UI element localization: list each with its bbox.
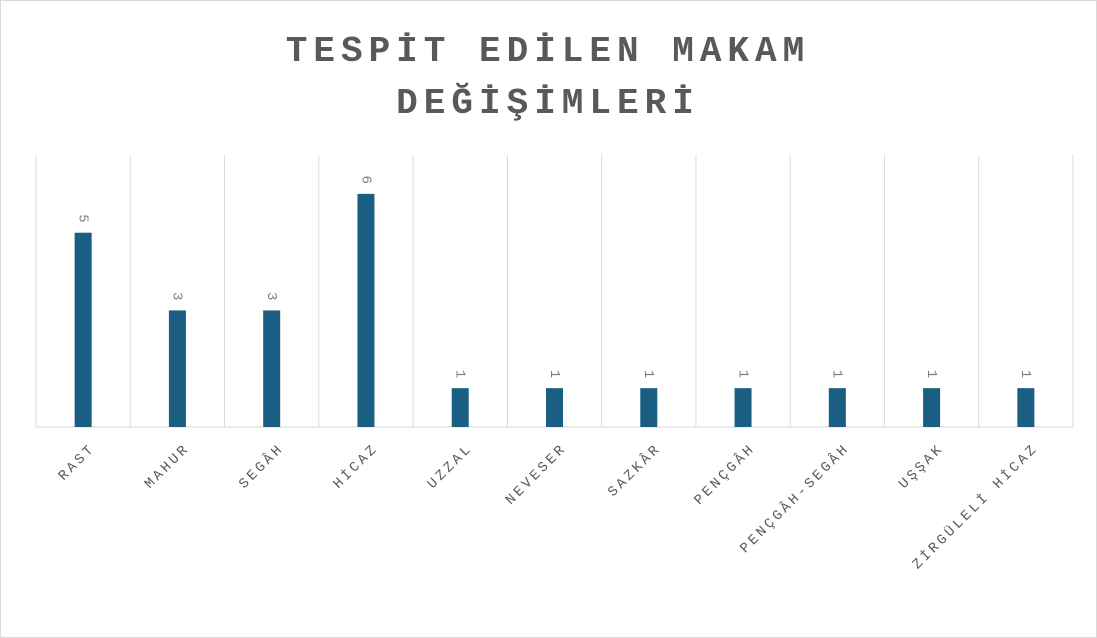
- bar: [640, 388, 658, 427]
- bar: [546, 388, 563, 427]
- data-label: 6: [357, 175, 373, 183]
- chart-title: TESPİT EDİLEN MAKAM DEĞİŞİMLERİ: [285, 31, 811, 124]
- data-label: 5: [74, 214, 90, 222]
- bar: [734, 388, 752, 427]
- x-tick-label: SAZKÂR: [604, 439, 665, 500]
- x-tick-label: UZZAL: [425, 441, 477, 493]
- x-tick-label: MAHUR: [142, 441, 194, 493]
- bar: [168, 310, 186, 427]
- x-tick-label: RAST: [56, 441, 100, 485]
- data-label: 1: [923, 370, 939, 378]
- data-label: 1: [1017, 370, 1033, 378]
- x-tick-label: UŞŞAK: [896, 441, 948, 493]
- x-tick-label: HİCAZ: [329, 439, 382, 492]
- bar: [74, 232, 92, 427]
- data-label: 3: [169, 292, 185, 300]
- bar: [923, 388, 941, 427]
- x-tick-label: NEVESER: [503, 441, 571, 509]
- bar: [1017, 388, 1035, 427]
- bar: [828, 388, 846, 427]
- x-tick-label: PENÇGÂH: [690, 439, 759, 508]
- data-label: 1: [829, 370, 845, 378]
- data-label: 1: [452, 370, 468, 378]
- bar: [451, 388, 469, 427]
- data-label: 1: [546, 370, 562, 378]
- data-label: 1: [734, 370, 750, 378]
- data-label: 1: [640, 370, 656, 378]
- bar: [263, 310, 281, 427]
- x-tick-label: SEGÂH: [235, 439, 288, 492]
- bar: [357, 193, 375, 427]
- data-label: 3: [263, 292, 279, 300]
